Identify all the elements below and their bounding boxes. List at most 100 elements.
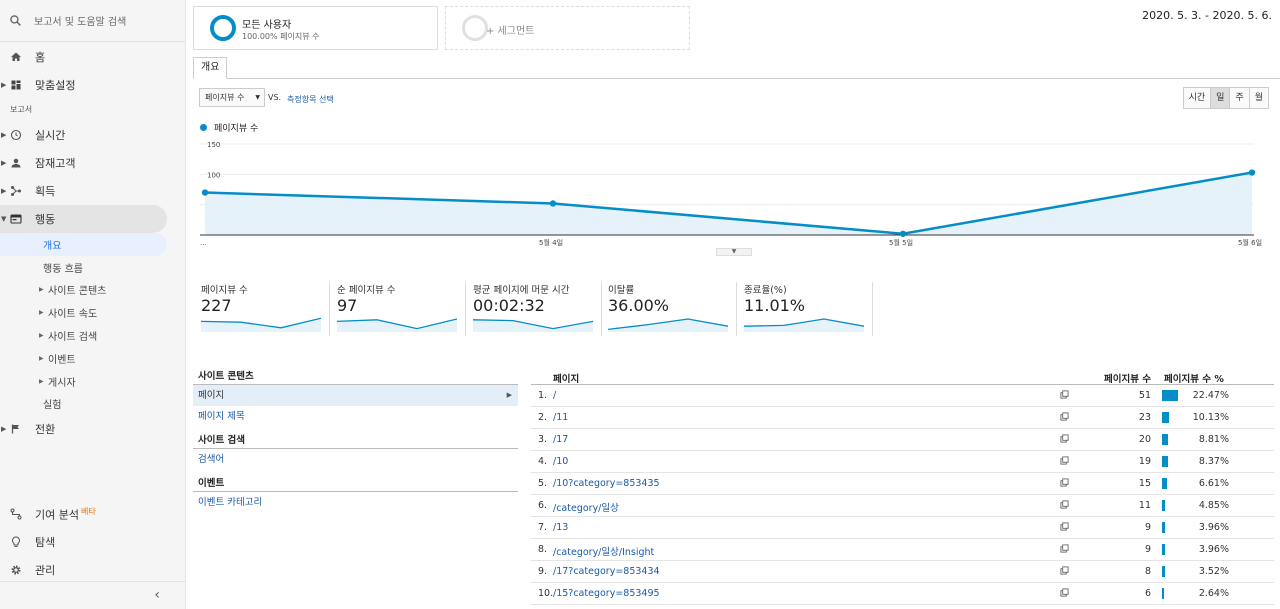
dimension-page-title[interactable]: 페이지 제목 [198,411,245,422]
open-link-icon[interactable] [1060,500,1069,509]
nav-admin-label: 관리 [35,564,56,577]
time-granularity-group: 시간 일 주 월 [1182,87,1269,109]
open-link-icon[interactable] [1060,588,1069,597]
add-segment-button[interactable]: + 세그먼트 [445,6,690,50]
nav-site-speed-label: 사이트 속도 [48,309,98,321]
open-link-icon[interactable] [1060,434,1069,443]
nav-behavior-overview[interactable]: 개요 [0,233,167,256]
nav-discover[interactable]: 탐색 [0,528,186,556]
row-pageviews: 19 [1138,456,1151,467]
row-page-link[interactable]: /15?category=853495 [553,588,660,599]
table-row: 3. /17 20 8.81% [531,429,1274,451]
row-index: 1. [538,390,548,401]
row-page-link[interactable]: /10?category=853435 [553,478,660,489]
scorecard-value: 97 [337,296,358,315]
row-index: 2. [538,412,548,423]
nav-site-content[interactable]: ▶ 사이트 콘텐츠 [0,279,185,302]
row-share-bar [1162,588,1164,599]
scorecard-value: 36.00% [608,296,670,315]
nav-acquisition[interactable]: ▶ 획득 [0,177,185,205]
behavior-icon [10,214,22,224]
caret-right-icon: ▶ [1,81,7,89]
scorecard[interactable]: 종료율(%) 11.01% [743,282,873,336]
nav-home[interactable]: 홈 [0,43,185,71]
dimension-search-term[interactable]: 검색어 [198,454,225,465]
row-percent: 3.96% [1198,544,1229,555]
row-percent: 3.96% [1198,522,1229,533]
search-box[interactable]: 보고서 및 도움말 검색 [0,0,185,42]
data-point[interactable] [899,230,907,237]
nav-events[interactable]: ▶ 이벤트 [0,347,185,370]
row-pageviews: 23 [1138,412,1151,423]
row-page-link[interactable]: /11 [553,412,569,423]
select-metric-link[interactable]: 측정항목 선택 [287,95,334,104]
scorecard-sparkline [744,318,864,332]
segment-all-users[interactable]: 모든 사용자 100.00% 페이지뷰 수 [193,6,438,50]
open-link-icon[interactable] [1060,390,1069,399]
nav-site-search[interactable]: ▶ 사이트 검색 [0,324,185,347]
nav-audience[interactable]: ▶ 잠재고객 [0,149,185,177]
open-link-icon[interactable] [1060,478,1069,487]
time-button-hour[interactable]: 시간 [1182,87,1212,109]
nav-site-speed[interactable]: ▶ 사이트 속도 [0,301,185,324]
open-link-icon[interactable] [1060,544,1069,553]
row-share-bar [1162,544,1165,555]
metric-dropdown[interactable]: 페이지뷰 수 ▼ [199,88,265,107]
col-page-header: 페이지 [553,374,580,385]
nav-behavior[interactable]: ▼ 행동 [0,205,167,233]
open-link-icon[interactable] [1060,522,1069,531]
row-page-link[interactable]: /17 [553,434,569,445]
row-page-link[interactable]: / [553,390,557,401]
metric-dropdown-value: 페이지뷰 수 [205,93,245,102]
row-percent: 8.81% [1198,434,1229,445]
caret-right-icon: ▶ [1,159,7,167]
nav-conversions[interactable]: ▶ 전환 [0,415,185,443]
scorecard-name: 종료율(%) [744,285,787,296]
time-button-day[interactable]: 일 [1210,87,1231,109]
open-link-icon[interactable] [1060,412,1069,421]
home-icon [11,52,21,61]
collapse-sidebar-button[interactable]: ‹ [0,581,186,609]
data-point[interactable] [1248,169,1256,176]
scorecard[interactable]: 페이지뷰 수 227 [200,282,330,336]
dimension-event-category[interactable]: 이벤트 카테고리 [198,497,263,508]
time-button-week[interactable]: 주 [1229,87,1250,109]
row-page-link[interactable]: /17?category=853434 [553,566,660,577]
site-search-heading: 사이트 검색 [193,433,518,449]
flag-icon [11,424,19,434]
data-point[interactable] [549,200,557,207]
row-page-link[interactable]: /13 [553,522,569,533]
table-row: 9. /17?category=853434 8 3.52% [531,561,1274,583]
row-share-bar [1162,500,1166,511]
row-pageviews: 51 [1138,390,1151,401]
nav-experiments[interactable]: 실험 [0,393,185,416]
dimension-panel: 사이트 콘텐츠 페이지 ▶ 페이지 제목 사이트 검색 검색어 이벤트 이벤트 … [193,369,518,513]
row-percent: 3.52% [1198,566,1229,577]
open-link-icon[interactable] [1060,456,1069,465]
date-range-picker[interactable]: 2020. 5. 3. - 2020. 5. 6. [1142,9,1272,22]
segment-title: 모든 사용자 [242,20,292,31]
data-point[interactable] [201,189,209,196]
nav-customization[interactable]: ▶ 맞춤설정 [0,71,185,99]
time-button-month[interactable]: 월 [1248,87,1269,109]
expand-chart-handle[interactable]: ▼ [716,248,752,256]
scorecard[interactable]: 이탈률 36.00% [607,282,737,336]
caret-down-icon: ▼ [1,215,7,223]
nav-publisher[interactable]: ▶ 게시자 [0,370,185,393]
chevron-left-icon: ‹ [154,587,160,603]
dimension-page[interactable]: 페이지 ▶ [193,385,518,406]
nav-behavior-flow[interactable]: 행동 흐름 [0,256,185,279]
tab-overview[interactable]: 개요 [193,57,228,79]
nav-realtime[interactable]: ▶ 실시간 [0,121,185,149]
row-share-bar [1162,478,1167,489]
row-page-link[interactable]: /category/일상/Insight [553,547,655,558]
scorecard[interactable]: 평균 페이지에 머문 시간 00:02:32 [472,282,602,336]
scorecard[interactable]: 순 페이지뷰 수 97 [336,282,466,336]
row-page-link[interactable]: /category/일상 [553,503,619,514]
row-page-link[interactable]: /10 [553,456,569,467]
nav-admin[interactable]: 관리 [0,556,186,584]
search-input[interactable]: 보고서 및 도움말 검색 [34,17,127,28]
nav-conversions-label: 전환 [35,423,56,437]
nav-attribution[interactable]: 기여 분석 베타 [0,500,186,528]
open-link-icon[interactable] [1060,566,1069,575]
